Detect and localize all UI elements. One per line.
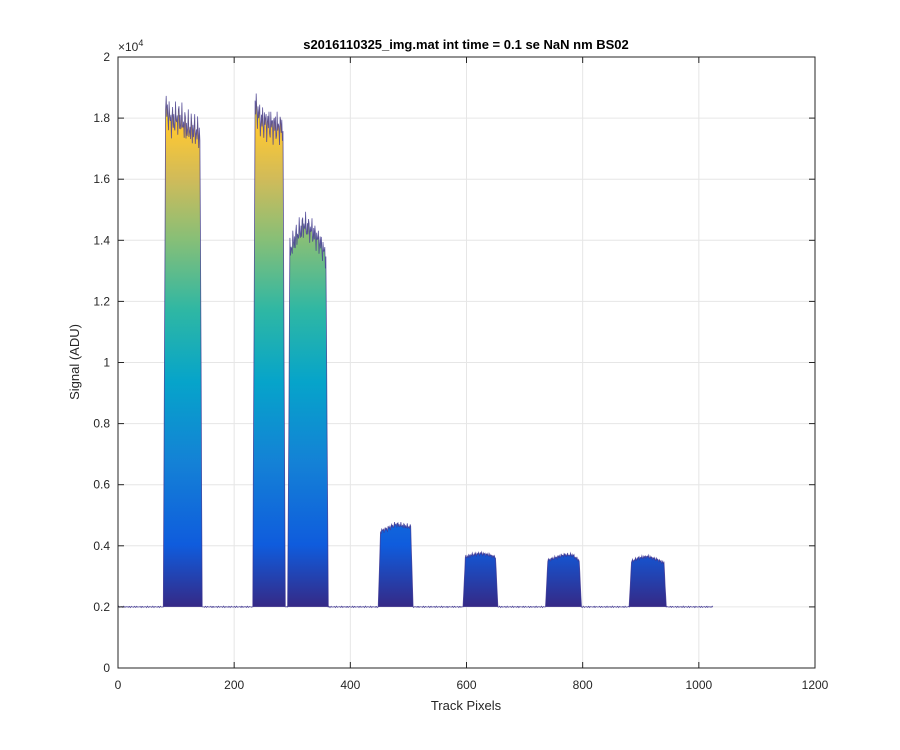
y-tick-label: 0.2 <box>93 600 110 614</box>
y-tick-label: 1.2 <box>93 294 110 308</box>
y-ticks: 0 0.2 0.4 0.6 0.8 1 1.2 1.4 1.6 1.8 2 <box>93 50 815 675</box>
y-tick-label: 1.8 <box>93 111 110 125</box>
x-tick-label: 1000 <box>685 678 712 692</box>
grid-lines <box>118 57 815 668</box>
signal-line <box>117 93 714 609</box>
y-axis-label: Signal (ADU) <box>67 324 82 400</box>
y-tick-label: 0.8 <box>93 417 110 431</box>
x-tick-label: 600 <box>456 678 476 692</box>
y-tick-label: 0.4 <box>93 539 110 553</box>
x-tick-label: 200 <box>224 678 244 692</box>
y-axis-exponent: ×104 <box>118 38 143 54</box>
y-tick-label: 1 <box>103 356 110 370</box>
y-tick-label: 1.6 <box>93 172 110 186</box>
y-tick-label: 2 <box>103 50 110 64</box>
x-axis-label: Track Pixels <box>431 698 502 713</box>
y-tick-label: 0.6 <box>93 478 110 492</box>
y-axis-exponent-power: 4 <box>138 38 143 48</box>
x-tick-label: 400 <box>340 678 360 692</box>
data-series <box>117 93 714 609</box>
y-tick-label: 1.4 <box>93 233 110 247</box>
x-tick-label: 0 <box>115 678 122 692</box>
x-ticks: 0 200 400 600 800 1000 1200 <box>115 57 829 692</box>
x-tick-label: 800 <box>573 678 593 692</box>
y-tick-label: 0 <box>103 661 110 675</box>
chart-title: s2016110325_img.mat int time = 0.1 se Na… <box>303 37 629 52</box>
signal-area <box>118 93 713 608</box>
x-tick-label: 1200 <box>802 678 829 692</box>
